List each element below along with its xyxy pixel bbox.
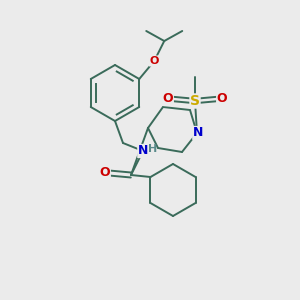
Text: N: N [138,145,148,158]
Text: H: H [148,144,158,154]
Text: O: O [163,92,173,106]
Text: O: O [150,56,159,66]
Text: O: O [100,167,110,179]
Text: N: N [193,127,203,140]
Text: S: S [190,94,200,108]
Text: O: O [217,92,227,106]
